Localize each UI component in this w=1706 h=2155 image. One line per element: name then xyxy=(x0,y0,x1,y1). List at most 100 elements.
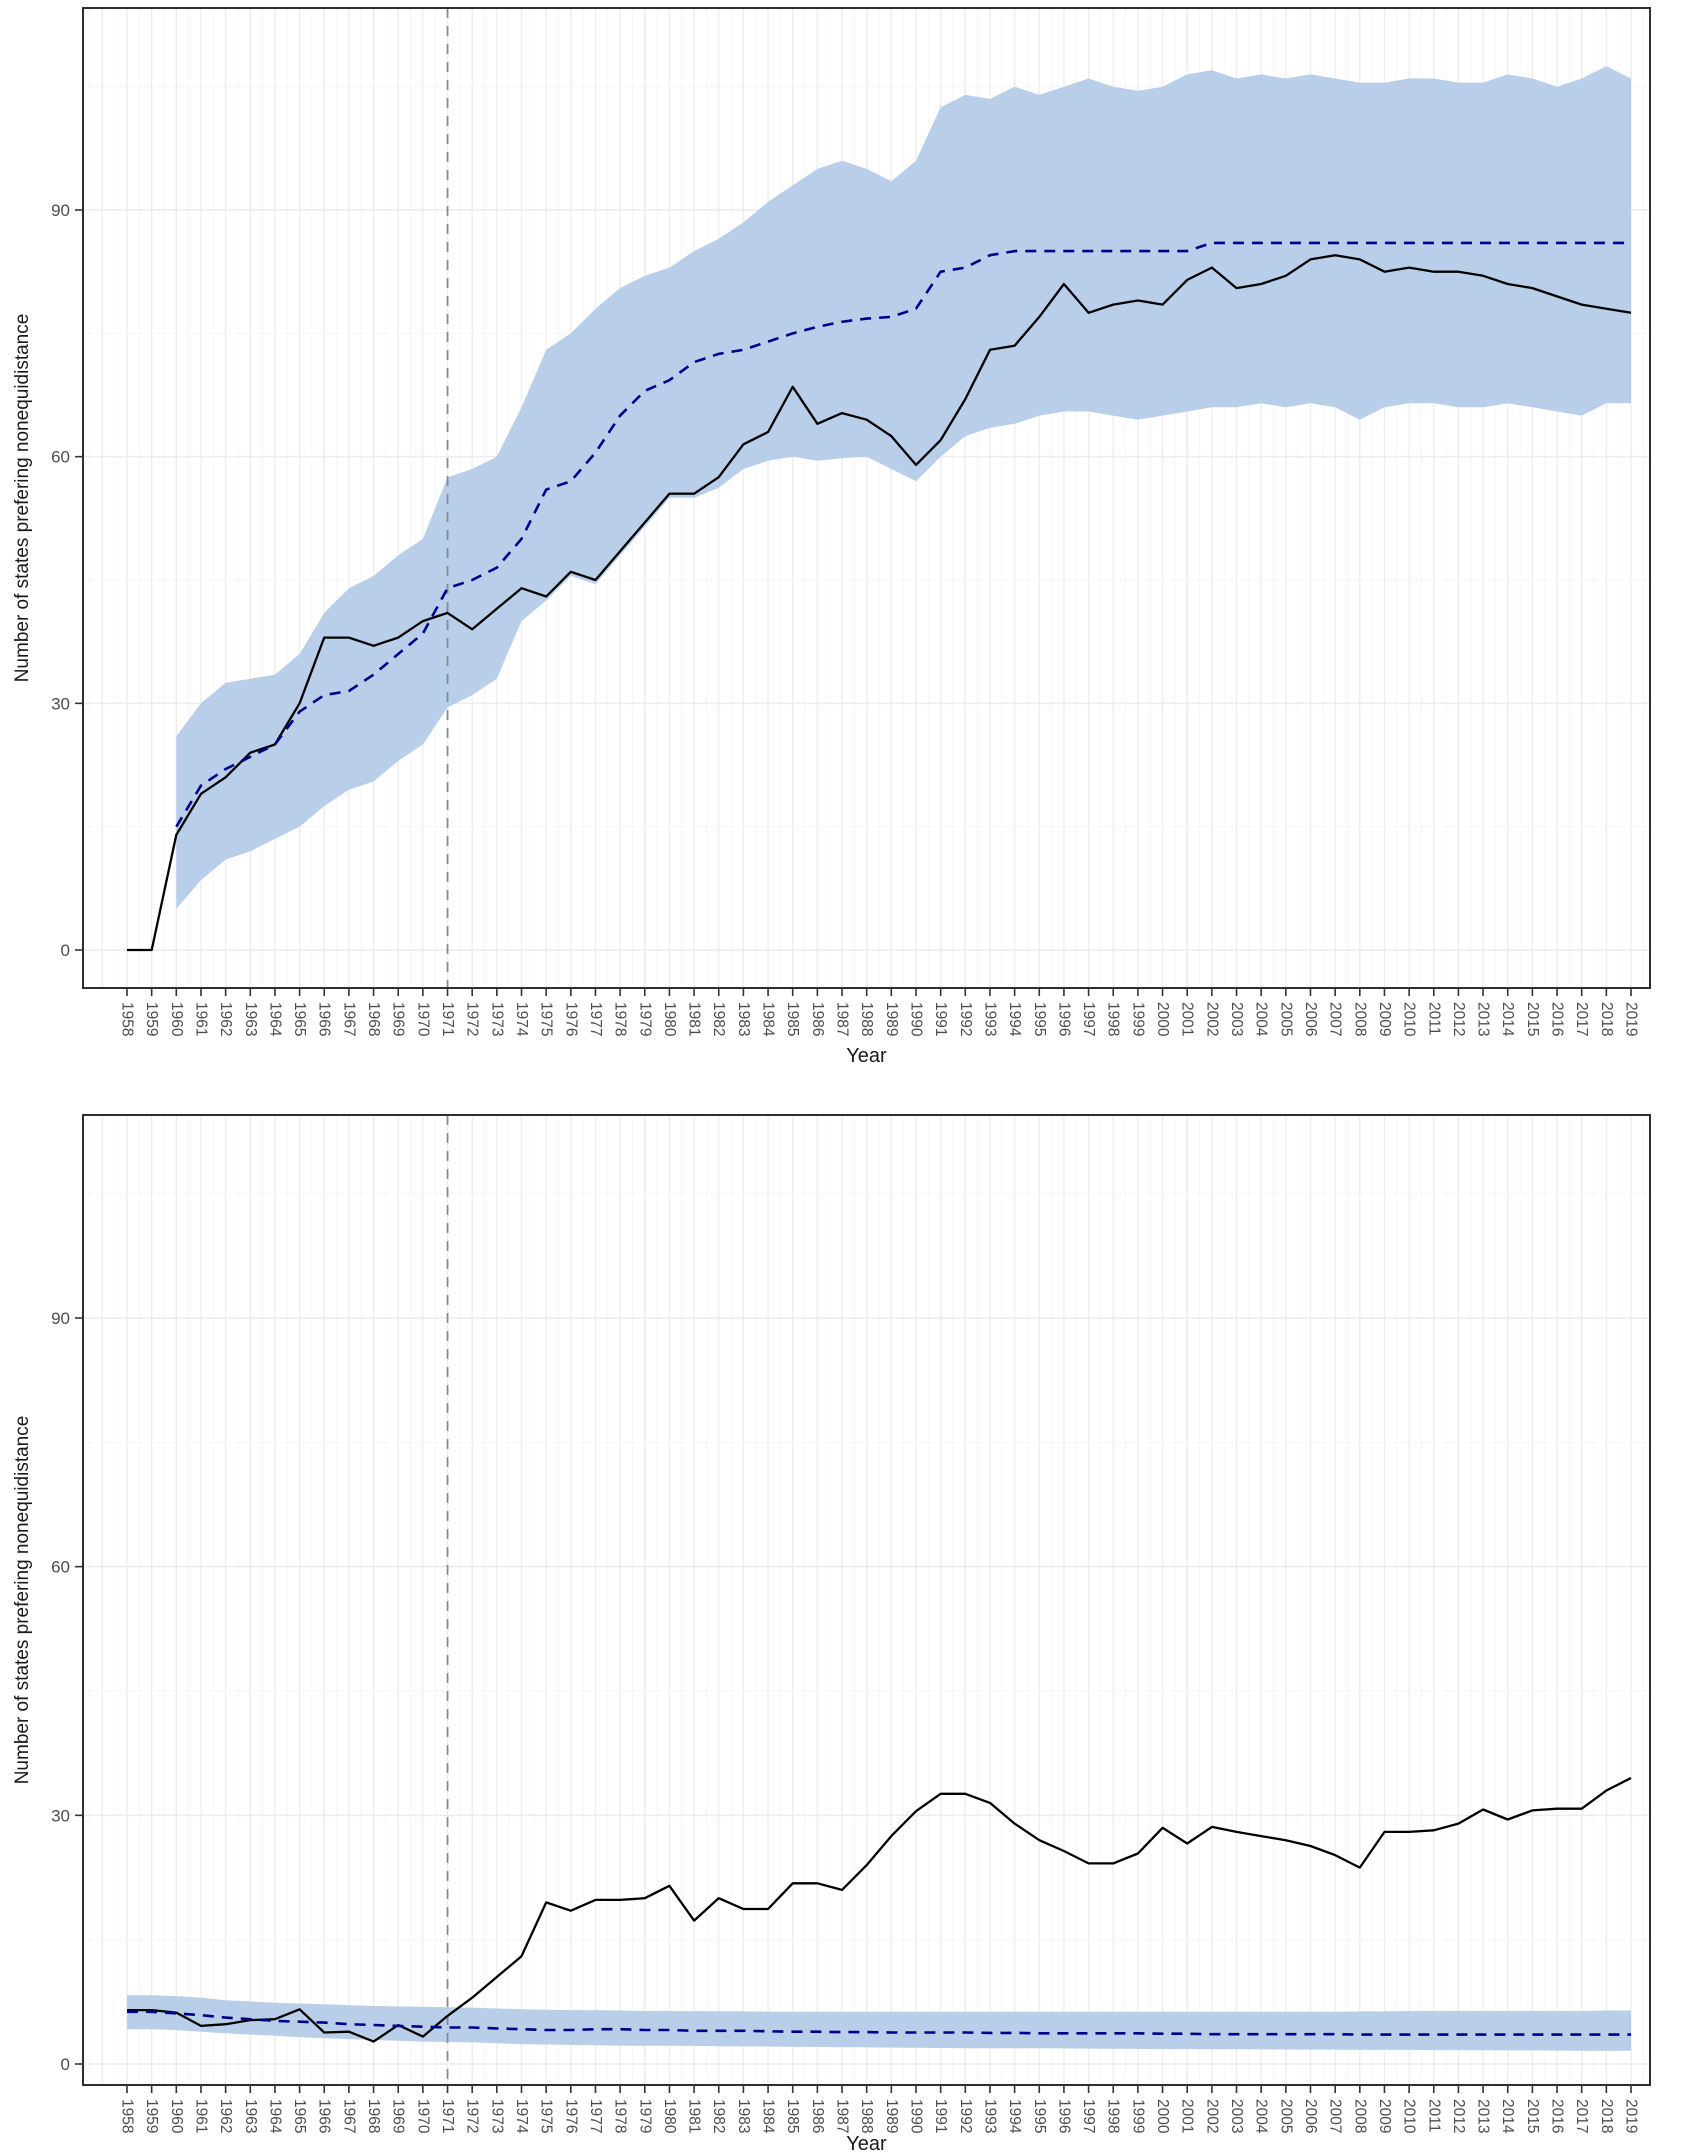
x-tick-label: 1963 xyxy=(242,1002,259,1036)
x-tick-label: 1996 xyxy=(1055,2099,1072,2133)
x-tick-label: 1970 xyxy=(414,2099,431,2134)
x-tick-label: 1998 xyxy=(1105,1002,1122,1036)
x-tick-label: 1962 xyxy=(217,1002,234,1036)
x-tick-label: 1994 xyxy=(1006,2099,1023,2134)
x-tick-label: 1972 xyxy=(464,1002,481,1036)
x-tick-label: 1977 xyxy=(587,1002,604,1036)
x-tick-label: 2011 xyxy=(1425,2099,1442,2132)
x-tick-label: 2016 xyxy=(1549,2099,1566,2133)
y-tick-label: 90 xyxy=(51,1309,70,1328)
x-tick-label: 1969 xyxy=(390,2099,407,2133)
x-tick-label: 1995 xyxy=(1031,2099,1048,2133)
x-tick-label: 1963 xyxy=(242,2099,259,2133)
x-tick-label: 1967 xyxy=(340,2099,357,2133)
x-tick-label: 1966 xyxy=(316,1002,333,1036)
x-axis-title: Year xyxy=(846,2133,887,2155)
top-chart-figure: 1958 1959 1960 1961 1962 1963 1964 1965 1966 1967… xyxy=(0,0,1706,1070)
x-tick-label: 1990 xyxy=(907,2099,924,2134)
y-tick-label: 60 xyxy=(51,1558,70,1577)
x-tick-label: 1969 xyxy=(390,1002,407,1036)
bottom-chart-figure: 1958 1959 1960 1961 1962 1963 1964 1965 1966 1967… xyxy=(0,1070,1706,2155)
top-chart-canvas: 1958 1959 1960 1961 1962 1963 1964 1965 1966 1967… xyxy=(12,7,1651,1067)
observed-line xyxy=(127,1776,1632,2043)
x-tick-label: 1981 xyxy=(686,2099,703,2133)
y-tick-label: 30 xyxy=(51,1806,70,1825)
y-axis: 0 30 60 90 xyxy=(51,1309,83,2074)
x-tick-label: 2015 xyxy=(1524,2099,1541,2133)
x-tick-label: 1984 xyxy=(760,2099,777,2134)
x-tick-label: 1967 xyxy=(340,1002,357,1036)
observed-line xyxy=(127,254,1632,952)
x-tick-label: 1959 xyxy=(143,1002,160,1036)
x-tick-label: 1987 xyxy=(834,1002,851,1036)
y-tick-label: 0 xyxy=(61,2055,70,2074)
x-tick-label: 1989 xyxy=(883,1002,900,1036)
x-tick-label: 1993 xyxy=(981,1002,998,1036)
y-tick-label: 0 xyxy=(61,941,70,960)
x-tick-label: 1976 xyxy=(562,2099,579,2133)
x-tick-label: 1996 xyxy=(1055,1002,1072,1036)
x-tick-label: 1965 xyxy=(291,1002,308,1036)
x-tick-label: 1983 xyxy=(735,1002,752,1036)
x-tick-label: 1987 xyxy=(834,2099,851,2133)
x-tick-label: 1980 xyxy=(661,2099,678,2134)
x-tick-label: 1993 xyxy=(981,2099,998,2133)
x-tick-label: 2009 xyxy=(1376,1002,1393,1036)
x-tick-label: 2016 xyxy=(1549,1002,1566,1036)
x-tick-label: 1968 xyxy=(365,2099,382,2133)
x-tick-label: 2000 xyxy=(1154,1002,1171,1037)
gridlines xyxy=(83,1115,1650,2085)
x-tick-label: 2009 xyxy=(1376,2099,1393,2133)
x-tick-label: 1992 xyxy=(957,2099,974,2133)
x-tick-label: 2001 xyxy=(1179,2099,1196,2133)
x-tick-label: 2005 xyxy=(1277,1002,1294,1036)
x-tick-label: 2012 xyxy=(1450,2099,1467,2133)
x-tick-label: 2019 xyxy=(1623,2099,1640,2133)
confidence-band xyxy=(127,1995,1631,2051)
x-tick-label: 1958 xyxy=(119,2099,136,2133)
x-tick-label: 2018 xyxy=(1598,1002,1615,1036)
x-tick-label: 1971 xyxy=(439,1002,456,1036)
x-tick-label: 2002 xyxy=(1203,1002,1220,1036)
x-tick-label: 1994 xyxy=(1006,1002,1023,1037)
x-tick-label: 1971 xyxy=(439,2099,456,2133)
x-tick-label: 2012 xyxy=(1450,1002,1467,1036)
x-tick-label: 2003 xyxy=(1228,2099,1245,2133)
y-axis-title: Number of states prefering nonequidistan… xyxy=(12,1416,33,1785)
x-tick-label: 1986 xyxy=(809,2099,826,2133)
x-tick-label: 2008 xyxy=(1351,2099,1368,2133)
x-tick-label: 1960 xyxy=(168,2099,185,2134)
x-tick-label: 1997 xyxy=(1080,2099,1097,2133)
x-tick-label: 2018 xyxy=(1598,2099,1615,2133)
x-tick-label: 2010 xyxy=(1401,1002,1418,1037)
x-tick-label: 2014 xyxy=(1499,1002,1516,1037)
x-tick-label: 1973 xyxy=(488,2099,505,2133)
x-tick-label: 1958 xyxy=(119,1002,136,1036)
x-tick-label: 1962 xyxy=(217,2099,234,2133)
y-tick-label: 60 xyxy=(51,448,70,467)
x-tick-label: 2017 xyxy=(1573,2099,1590,2133)
x-tick-label: 1981 xyxy=(686,1002,703,1036)
x-tick-label: 2001 xyxy=(1179,1002,1196,1036)
x-tick-label: 1974 xyxy=(513,2099,530,2134)
x-tick-label: 2015 xyxy=(1524,1002,1541,1036)
synthetic-control-line xyxy=(127,2010,1631,2036)
x-tick-label: 2006 xyxy=(1302,1002,1319,1036)
x-tick-label: 2019 xyxy=(1623,1002,1640,1036)
x-tick-label: 1964 xyxy=(266,2099,283,2134)
x-tick-label: 1960 xyxy=(168,1002,185,1037)
x-tick-label: 2014 xyxy=(1499,2099,1516,2134)
x-axis-title: Year xyxy=(846,1045,887,1067)
x-tick-label: 1985 xyxy=(784,2099,801,2133)
x-tick-label: 2010 xyxy=(1401,2099,1418,2134)
x-tick-label: 1979 xyxy=(636,2099,653,2133)
x-tick-label: 1975 xyxy=(538,2099,555,2133)
x-tick-label: 1982 xyxy=(710,2099,727,2133)
x-tick-label: 1995 xyxy=(1031,1002,1048,1036)
x-tick-label: 1979 xyxy=(636,1002,653,1036)
x-tick-label: 1978 xyxy=(612,2099,629,2133)
x-tick-label: 1973 xyxy=(488,1002,505,1036)
x-tick-label: 1961 xyxy=(192,1002,209,1036)
y-tick-label: 30 xyxy=(51,694,70,713)
x-tick-label: 1975 xyxy=(538,1002,555,1036)
